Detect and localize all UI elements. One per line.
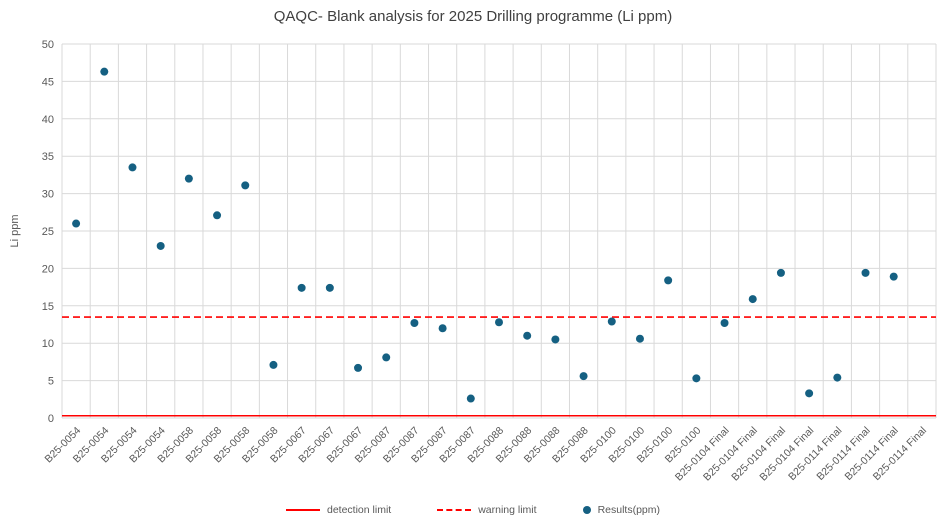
y-tick-label: 0 <box>48 413 54 425</box>
legend-label-detection-limit: detection limit <box>327 504 392 516</box>
legend-item-warning-limit: warning limit <box>437 504 537 516</box>
data-point <box>354 363 363 372</box>
data-point <box>889 272 898 281</box>
data-point <box>466 394 475 403</box>
legend-label-warning-limit: warning limit <box>478 504 537 516</box>
legend: detection limit warning limit Results(pp… <box>0 504 946 516</box>
data-point <box>241 181 250 190</box>
data-point <box>607 317 616 326</box>
data-point <box>184 174 193 183</box>
y-tick-label: 40 <box>42 114 54 126</box>
data-point <box>438 324 447 333</box>
y-tick-label: 30 <box>42 189 54 201</box>
data-point <box>833 373 842 382</box>
data-point <box>861 268 870 277</box>
data-point <box>100 67 109 76</box>
data-point <box>720 319 729 328</box>
data-point <box>805 389 814 398</box>
data-point <box>776 268 785 277</box>
data-point <box>748 295 757 304</box>
y-tick-label: 5 <box>48 376 54 388</box>
data-point <box>269 360 278 369</box>
data-point <box>72 219 81 228</box>
y-tick-label: 20 <box>42 263 54 275</box>
data-point <box>551 335 560 344</box>
data-point <box>156 241 165 250</box>
warning-limit-line-swatch <box>437 509 472 511</box>
legend-item-results: Results(ppm) <box>582 504 660 516</box>
data-point <box>213 211 222 220</box>
data-point <box>325 283 334 292</box>
data-point <box>523 331 532 340</box>
data-point <box>297 283 306 292</box>
legend-label-results: Results(ppm) <box>597 504 660 516</box>
detection-limit-line-swatch <box>286 509 320 511</box>
data-point <box>692 374 701 383</box>
data-point <box>410 319 419 328</box>
data-point <box>495 318 503 327</box>
y-axis-title: Li ppm <box>9 214 21 247</box>
results-point-swatch <box>582 506 591 514</box>
chart-title: QAQC- Blank analysis for 2025 Drilling p… <box>273 8 673 25</box>
y-tick-label: 15 <box>42 301 54 313</box>
data-point <box>579 372 588 381</box>
y-tick-label: 50 <box>42 39 54 51</box>
data-point <box>382 353 391 362</box>
y-tick-label: 45 <box>42 76 54 88</box>
y-tick-label: 25 <box>42 226 54 238</box>
data-point <box>128 163 137 172</box>
legend-item-detection-limit: detection limit <box>286 504 391 516</box>
data-point <box>664 276 673 285</box>
y-tick-label: 10 <box>42 338 54 350</box>
y-tick-label: 35 <box>42 151 54 163</box>
data-point <box>635 334 644 343</box>
